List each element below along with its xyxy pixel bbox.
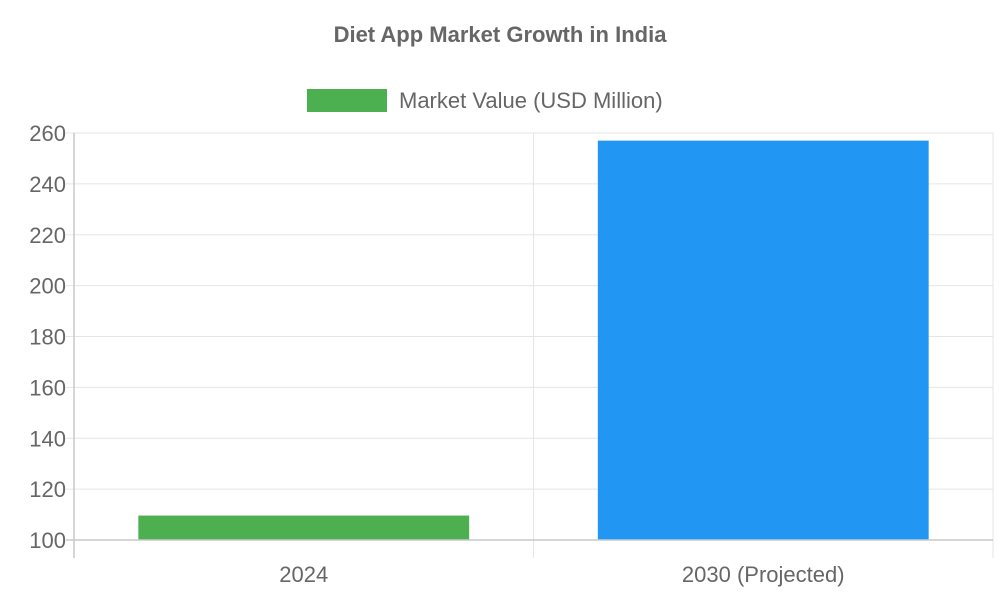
x-tick-label: 2030 (Projected) (682, 562, 845, 587)
x-axis-ticks: 2024 2030 (Projected) (279, 562, 844, 587)
y-tick-label: 220 (29, 223, 66, 248)
bar (597, 140, 929, 540)
y-tick-label: 240 (29, 172, 66, 197)
axes (66, 133, 993, 558)
grid (66, 132, 994, 558)
y-tick-label: 100 (29, 528, 66, 553)
x-tick-label: 2024 (279, 562, 328, 587)
y-axis-ticks: 100 120 140 160 180 200 220 240 260 (29, 121, 66, 553)
legend-swatch (307, 89, 387, 112)
y-tick-label: 180 (29, 325, 66, 350)
y-tick-label: 120 (29, 477, 66, 502)
chart-title: Diet App Market Growth in India (334, 22, 668, 47)
y-tick-label: 260 (29, 121, 66, 146)
bar (138, 515, 470, 540)
legend[interactable]: Market Value (USD Million) (307, 88, 663, 113)
legend-label: Market Value (USD Million) (399, 88, 663, 113)
bars (138, 140, 929, 540)
y-tick-label: 140 (29, 426, 66, 451)
y-tick-label: 200 (29, 274, 66, 299)
y-tick-label: 160 (29, 375, 66, 400)
